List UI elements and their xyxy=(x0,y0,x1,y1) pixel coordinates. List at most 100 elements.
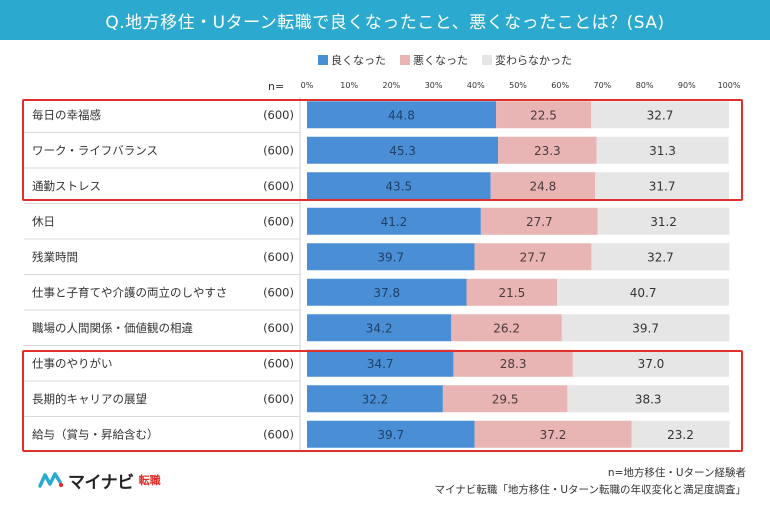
data-label: 37.8 xyxy=(373,286,400,300)
n-value: (600) xyxy=(263,356,294,370)
bar-segment xyxy=(474,243,592,271)
category-label: 通勤ストレス xyxy=(32,179,101,193)
category-label: 給与（賞与・昇給含む） xyxy=(32,427,159,441)
data-label: 34.7 xyxy=(367,357,394,371)
bar-segment xyxy=(307,349,454,377)
bar-segment xyxy=(307,278,467,306)
data-label: 23.2 xyxy=(667,428,694,442)
data-label: 29.5 xyxy=(492,392,519,406)
category-label: ワーク・ライフバランス xyxy=(32,143,158,157)
bar-segment xyxy=(474,420,632,448)
logo-text: マイナビ xyxy=(68,472,134,493)
bar-segment xyxy=(557,278,729,306)
data-label: 40.7 xyxy=(630,286,657,300)
bar-segment xyxy=(307,314,452,342)
data-label: 21.5 xyxy=(499,286,526,300)
category-label: 仕事のやりがい xyxy=(32,356,113,370)
bar-segment xyxy=(307,420,475,448)
x-tick-label: 40% xyxy=(467,81,485,90)
x-tick-label: 50% xyxy=(509,81,527,90)
data-label: 26.2 xyxy=(493,321,520,335)
n-value: (600) xyxy=(263,285,294,299)
chart-title: Q.地方移住・Uターン転職で良くなったこと、悪くなったことは？(SA) xyxy=(0,0,770,40)
bar-segment xyxy=(442,385,568,413)
legend-label-good: 良くなった xyxy=(331,54,386,67)
data-label: 44.8 xyxy=(388,108,415,122)
legend-label-bad: 悪くなった xyxy=(413,54,468,67)
data-label: 34.2 xyxy=(366,321,393,335)
x-tick-label: 10% xyxy=(340,81,358,90)
n-value: (600) xyxy=(263,214,294,228)
data-label: 39.7 xyxy=(632,321,659,335)
bar-segment xyxy=(561,314,730,342)
x-tick-label: 90% xyxy=(678,81,696,90)
x-tick-label: 30% xyxy=(425,81,443,90)
category-label: 休日 xyxy=(32,214,55,228)
data-label: 22.5 xyxy=(530,108,557,122)
n-value: (600) xyxy=(263,250,294,264)
n-value: (600) xyxy=(263,179,294,193)
data-label: 37.0 xyxy=(638,357,665,371)
bar-segment xyxy=(498,136,597,164)
legend-item-good: 良くなった xyxy=(318,52,386,68)
bar-segment xyxy=(480,207,598,235)
n-value: (600) xyxy=(263,321,294,335)
bar-segment xyxy=(307,172,491,200)
category-label: 長期的キャリアの展望 xyxy=(32,392,147,406)
x-tick-label: 70% xyxy=(594,81,612,90)
x-tick-label: 20% xyxy=(383,81,401,90)
legend-item-bad: 悪くなった xyxy=(400,52,468,68)
logo-subtext: 転職 xyxy=(138,474,161,487)
bar-segment xyxy=(567,385,729,413)
legend-swatch-good xyxy=(318,55,328,65)
bar-segment xyxy=(591,243,730,271)
bar-segment xyxy=(307,101,497,129)
n-value: (600) xyxy=(263,143,294,157)
data-label: 32.7 xyxy=(647,108,674,122)
bar-segment xyxy=(597,207,730,235)
bar-segment xyxy=(307,136,499,164)
data-label: 28.3 xyxy=(500,357,527,371)
data-label: 31.2 xyxy=(650,215,677,229)
data-label: 45.3 xyxy=(389,144,416,158)
bar-segment xyxy=(307,243,475,271)
bar-segment xyxy=(453,349,573,377)
footnote-sample: n=地方移住・Uターン経験者 xyxy=(607,467,746,479)
bar-segment xyxy=(572,349,729,377)
x-tick-label: 0% xyxy=(301,81,314,90)
n-value: (600) xyxy=(263,427,294,441)
data-label: 37.2 xyxy=(540,428,567,442)
data-label: 31.3 xyxy=(649,144,676,158)
data-label: 43.5 xyxy=(385,179,412,193)
bar-segment xyxy=(631,420,730,448)
bar-segment xyxy=(595,172,729,200)
category-label: 残業時間 xyxy=(32,250,78,264)
legend-label-unchanged: 変わらなかった xyxy=(495,54,572,67)
n-header: n= xyxy=(268,80,285,93)
data-label: 27.7 xyxy=(526,215,553,229)
bar-segment xyxy=(466,278,558,306)
legend-swatch-unchanged xyxy=(482,55,492,65)
data-label: 31.7 xyxy=(649,179,676,193)
data-label: 38.3 xyxy=(635,392,662,406)
n-value: (600) xyxy=(263,392,294,406)
data-label: 24.8 xyxy=(530,179,557,193)
footnote-source: マイナビ転職「地方移住・Uターン転職の年収変化と満足度調査」 xyxy=(434,484,746,496)
bar-segment xyxy=(490,172,596,200)
data-label: 23.3 xyxy=(534,144,561,158)
bar-segment xyxy=(496,101,592,129)
data-label: 39.7 xyxy=(377,250,404,264)
data-label: 41.2 xyxy=(381,215,408,229)
legend-item-unchanged: 変わらなかった xyxy=(482,52,572,68)
category-label: 職場の人間関係・価値観の相違 xyxy=(32,321,193,335)
n-value: (600) xyxy=(263,108,294,122)
bar-segment xyxy=(451,314,562,342)
data-label: 39.7 xyxy=(377,428,404,442)
legend-swatch-bad xyxy=(400,55,410,65)
data-label: 27.7 xyxy=(520,250,547,264)
legend: 良くなった 悪くなった 変わらなかった xyxy=(318,52,572,68)
data-label: 32.7 xyxy=(647,250,674,264)
bar-segment xyxy=(307,385,443,413)
x-tick-label: 100% xyxy=(718,81,741,90)
